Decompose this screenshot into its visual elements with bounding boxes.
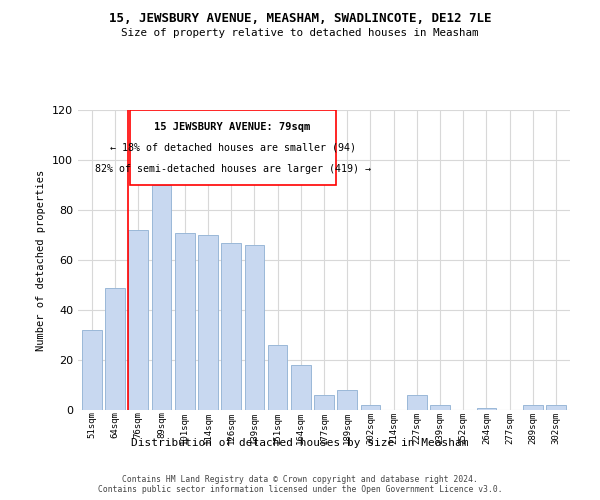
Bar xyxy=(523,405,543,410)
Text: Size of property relative to detached houses in Measham: Size of property relative to detached ho… xyxy=(121,28,479,38)
Text: 15 JEWSBURY AVENUE: 79sqm: 15 JEWSBURY AVENUE: 79sqm xyxy=(154,122,311,132)
Bar xyxy=(82,330,102,410)
Bar xyxy=(291,365,311,410)
Text: Contains HM Land Registry data © Crown copyright and database right 2024.: Contains HM Land Registry data © Crown c… xyxy=(122,474,478,484)
Text: Contains public sector information licensed under the Open Government Licence v3: Contains public sector information licen… xyxy=(98,484,502,494)
Bar xyxy=(314,395,334,410)
Y-axis label: Number of detached properties: Number of detached properties xyxy=(37,170,46,350)
FancyBboxPatch shape xyxy=(130,110,335,185)
Bar xyxy=(337,390,357,410)
Bar xyxy=(198,235,218,410)
Bar xyxy=(128,230,148,410)
Bar xyxy=(476,408,496,410)
Bar xyxy=(430,405,450,410)
Bar xyxy=(546,405,566,410)
Text: Distribution of detached houses by size in Measham: Distribution of detached houses by size … xyxy=(131,438,469,448)
Bar xyxy=(152,185,172,410)
Bar xyxy=(361,405,380,410)
Bar xyxy=(268,345,287,410)
Bar xyxy=(407,395,427,410)
Text: 82% of semi-detached houses are larger (419) →: 82% of semi-detached houses are larger (… xyxy=(95,164,371,173)
Bar xyxy=(245,245,264,410)
Bar xyxy=(105,288,125,410)
Bar xyxy=(221,242,241,410)
Bar xyxy=(175,232,194,410)
Text: 15, JEWSBURY AVENUE, MEASHAM, SWADLINCOTE, DE12 7LE: 15, JEWSBURY AVENUE, MEASHAM, SWADLINCOT… xyxy=(109,12,491,26)
Text: ← 18% of detached houses are smaller (94): ← 18% of detached houses are smaller (94… xyxy=(110,142,356,152)
